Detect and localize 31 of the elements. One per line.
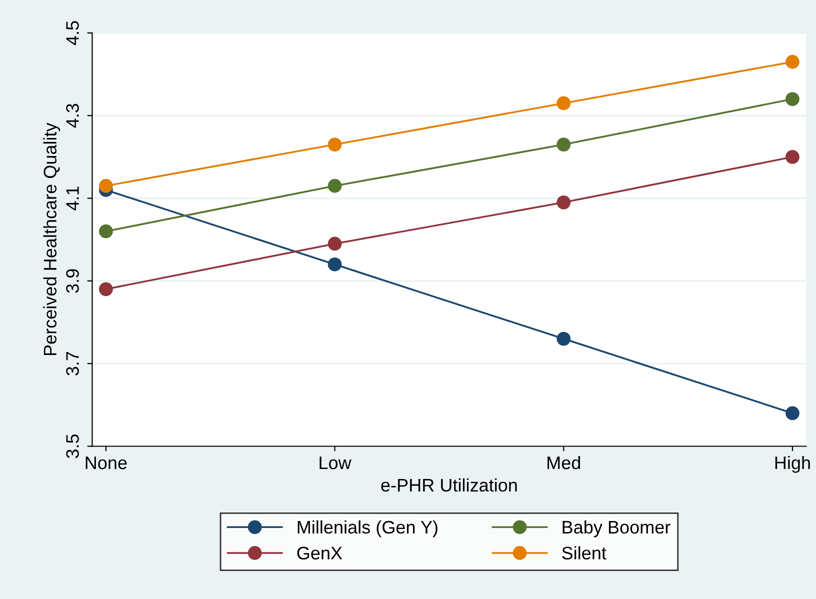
legend-label: Millenials (Gen Y) <box>298 520 438 538</box>
legend-label: Baby Boomer <box>562 520 670 538</box>
y-tick-label: 4.5 <box>66 21 79 46</box>
point <box>328 138 342 152</box>
point <box>786 54 800 69</box>
x-tick-label: High <box>775 456 810 473</box>
y-tick-label: 3.7 <box>66 352 79 376</box>
x-tick-label: None <box>86 456 127 470</box>
point <box>328 236 342 251</box>
point <box>786 406 800 420</box>
point <box>98 282 113 296</box>
point <box>786 150 800 164</box>
point <box>556 96 571 110</box>
point <box>556 138 571 152</box>
point <box>328 178 342 193</box>
point <box>786 92 800 106</box>
y-tick-label: 3.9 <box>66 269 79 293</box>
x-tick-label: Low <box>320 456 352 470</box>
point <box>98 224 113 238</box>
y-tick-label: 3.5 <box>66 434 79 458</box>
point <box>556 332 571 346</box>
y-tick-label: 4.1 <box>66 186 79 210</box>
x-tick-label: Med <box>548 456 580 470</box>
point <box>556 195 571 210</box>
y-axis-title: Perceived Healthcare Quality <box>43 122 60 356</box>
point <box>98 178 113 193</box>
y-tick-label: 4.3 <box>66 104 79 128</box>
point <box>328 257 342 272</box>
legend-label: Silent <box>562 546 606 560</box>
legend-label: GenX <box>297 546 342 560</box>
x-axis-title: e-PHR Utilization <box>381 478 517 492</box>
